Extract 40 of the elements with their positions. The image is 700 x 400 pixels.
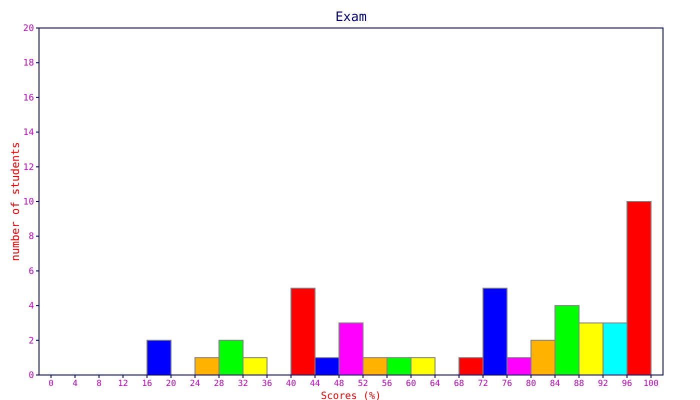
x-tick-label: 52 [358, 379, 368, 389]
x-tick-label: 56 [382, 379, 392, 389]
x-tick-label: 16 [142, 379, 152, 389]
x-tick-label: 68 [454, 379, 464, 389]
y-tick-label: 20 [23, 24, 34, 34]
y-tick-label: 2 [28, 336, 34, 346]
x-tick-label: 40 [286, 379, 296, 389]
x-tick-label: 88 [574, 379, 584, 389]
x-tick-label: 72 [478, 379, 488, 389]
y-axis-title: number of students [9, 142, 22, 262]
y-tick-label: 12 [23, 162, 34, 173]
x-tick-label: 96 [622, 379, 632, 389]
y-tick-label: 4 [28, 302, 34, 312]
x-axis-title: Scores (%) [320, 391, 382, 400]
x-tick-label: 64 [430, 379, 440, 389]
x-tick-label: 36 [262, 379, 272, 389]
x-tick-label: 8 [96, 379, 102, 389]
x-tick-label: 12 [118, 379, 128, 389]
chart-title: Exam [335, 10, 367, 25]
x-tick-label: 84 [550, 379, 560, 389]
y-tick-label: 10 [23, 198, 34, 208]
y-tick-label: 0 [28, 371, 34, 381]
x-tick-label: 0 [48, 379, 54, 389]
y-tick-label: 6 [28, 266, 34, 277]
y-tick-label: 8 [28, 232, 34, 242]
x-tick-label: 48 [334, 379, 344, 389]
x-tick-label: 28 [214, 379, 224, 389]
x-tick-label: 92 [598, 379, 608, 389]
y-tick-label: 14 [23, 128, 34, 138]
x-tick-label: 100 [643, 379, 659, 389]
y-tick-label: 18 [23, 58, 34, 69]
x-tick-label: 20 [166, 379, 176, 389]
x-tick-label: 32 [238, 379, 248, 389]
x-tick-label: 24 [190, 379, 200, 389]
y-tick-label: 16 [23, 93, 34, 104]
x-tick-label: 76 [502, 379, 512, 389]
x-tick-label: 4 [72, 379, 78, 389]
x-tick-label: 44 [310, 379, 320, 389]
x-tick-label: 60 [406, 379, 416, 389]
x-tick-label: 80 [526, 379, 536, 389]
